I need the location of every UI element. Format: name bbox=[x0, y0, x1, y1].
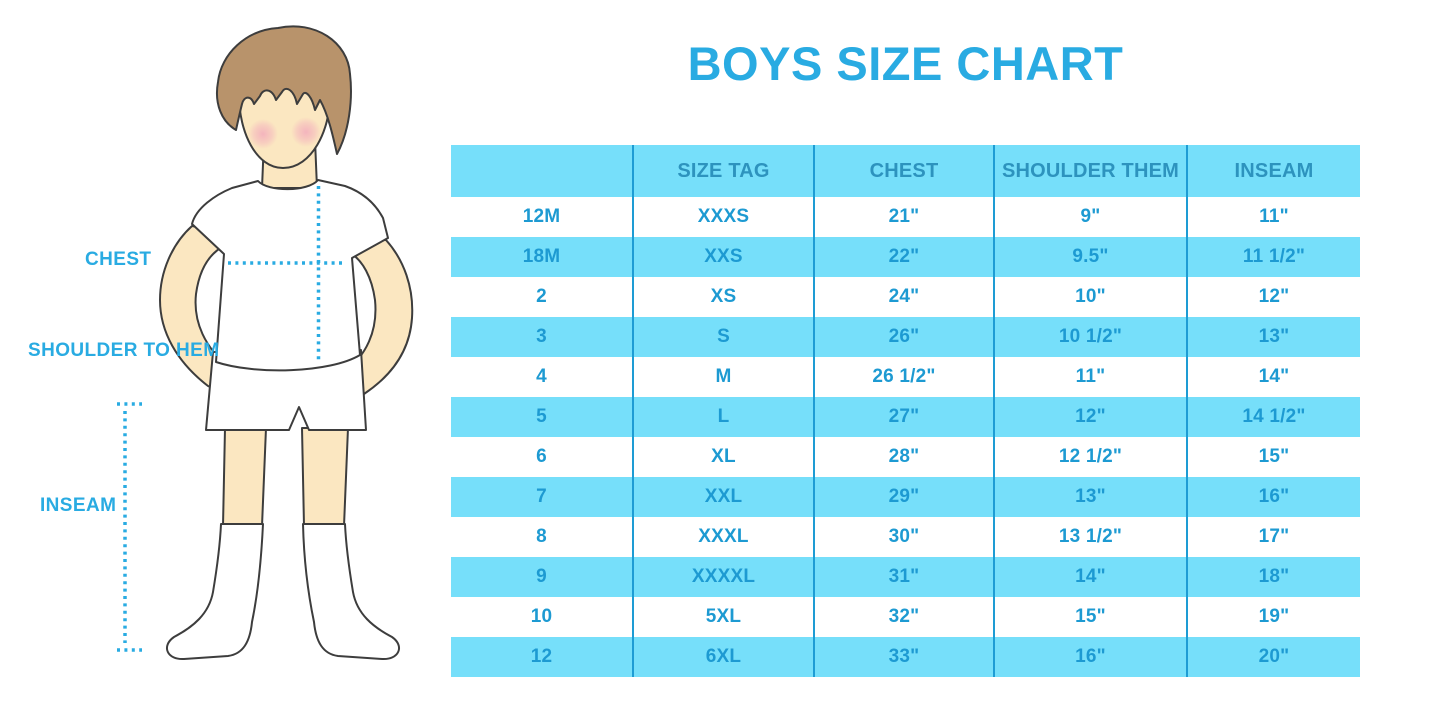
size-table: SIZE TAG CHEST SHOULDER THEM INSEAM 12M XXXS 2… bbox=[451, 145, 1360, 677]
chest-label: CHEST bbox=[85, 249, 152, 270]
size-table-cell: 12 1/2" bbox=[993, 437, 1186, 477]
size-table-cell: L bbox=[632, 397, 813, 437]
size-table-cell: 19" bbox=[1186, 597, 1360, 637]
boy-hair bbox=[216, 25, 352, 155]
size-table-cell: 15" bbox=[993, 597, 1186, 637]
inseam-label: INSEAM bbox=[40, 495, 117, 516]
size-table-cell: 17" bbox=[1186, 517, 1360, 557]
size-table-cell: 11" bbox=[1186, 197, 1360, 237]
size-table-cell: 22" bbox=[813, 237, 993, 277]
boy-blush-left bbox=[248, 119, 278, 149]
size-table-cell: 7 bbox=[451, 477, 632, 517]
size-table-cell: 9.5" bbox=[993, 237, 1186, 277]
size-table-cell: S bbox=[632, 317, 813, 357]
size-table-cell: 9 bbox=[451, 557, 632, 597]
boy-socks bbox=[165, 523, 401, 661]
size-table-cell: 12M bbox=[522, 206, 561, 227]
size-table-cell: XXXS bbox=[632, 197, 813, 237]
size-table-cell: 26" bbox=[813, 317, 993, 357]
size-table-cell: 21" bbox=[813, 197, 993, 237]
size-table-cell: 28" bbox=[813, 437, 993, 477]
size-table-cell: 6 bbox=[536, 446, 547, 467]
size-table-cell: XS bbox=[632, 277, 813, 317]
size-table-cell: 20" bbox=[1186, 637, 1360, 677]
size-table-cell: 2 bbox=[536, 286, 547, 307]
size-table-cell: 16" bbox=[1186, 477, 1360, 517]
size-table-cell: 10 bbox=[530, 606, 553, 627]
size-table-cell: 11" bbox=[993, 357, 1186, 397]
size-table-cell: 3 bbox=[451, 317, 632, 357]
size-table-cell: 12" bbox=[993, 397, 1186, 437]
size-table-cell: 13" bbox=[1186, 317, 1360, 357]
size-table-cell: 5 bbox=[451, 397, 632, 437]
boy-blush-right bbox=[291, 117, 321, 147]
shoulder-to-hem-label: SHOULDER TO HEM bbox=[28, 340, 220, 361]
size-table-cell: XXXL bbox=[632, 517, 813, 557]
size-table-header-cell: INSEAM bbox=[1186, 145, 1360, 197]
boy-measurement-illustration bbox=[117, 25, 414, 661]
size-table-cell: 11 1/2" bbox=[1186, 237, 1360, 277]
size-table-cell: 12" bbox=[1186, 277, 1360, 317]
size-table-cell: 13 1/2" bbox=[993, 517, 1186, 557]
size-table-cell: XXXXL bbox=[632, 557, 813, 597]
size-table-cell: 26 1/2" bbox=[813, 357, 993, 397]
size-table-cell: 24" bbox=[813, 277, 993, 317]
size-table-header-cell bbox=[451, 145, 632, 197]
size-table-cell: XL bbox=[632, 437, 813, 477]
size-table-cell: 32" bbox=[813, 597, 993, 637]
size-table-cell: 10" bbox=[993, 277, 1186, 317]
size-table-cell: 30" bbox=[813, 517, 993, 557]
page-title: BOYS SIZE CHART bbox=[687, 37, 1124, 90]
size-table-header-cell: CHEST bbox=[813, 145, 993, 197]
size-table-cell: 14 1/2" bbox=[1186, 397, 1360, 437]
size-table-cell: 12 bbox=[451, 637, 632, 677]
size-table-cell: 18" bbox=[1186, 557, 1360, 597]
size-table-cell: 5XL bbox=[632, 597, 813, 637]
boy-shirt bbox=[191, 179, 389, 372]
size-table-cell: 18M bbox=[451, 237, 632, 277]
size-table-cell: 8 bbox=[536, 526, 547, 547]
size-table-cell: 16" bbox=[993, 637, 1186, 677]
size-table-cell: 14" bbox=[1186, 357, 1360, 397]
size-table-cell: 14" bbox=[993, 557, 1186, 597]
size-table-cell: 13" bbox=[993, 477, 1186, 517]
size-table-cell: 15" bbox=[1186, 437, 1360, 477]
size-table-cell: 29" bbox=[813, 477, 993, 517]
size-table-cell: 10 1/2" bbox=[993, 317, 1186, 357]
size-table-cell: 9" bbox=[993, 197, 1186, 237]
size-table-cell: 31" bbox=[813, 557, 993, 597]
size-table-cell: XXS bbox=[632, 237, 813, 277]
size-table-header-cell: SIZE TAG bbox=[632, 145, 813, 197]
boy-legs bbox=[222, 427, 349, 527]
boy-shorts bbox=[205, 349, 367, 431]
size-table-cell: XXL bbox=[632, 477, 813, 517]
size-table-cell: 4 bbox=[536, 366, 547, 387]
size-table-cell: 33" bbox=[813, 637, 993, 677]
size-table-cell: 27" bbox=[813, 397, 993, 437]
inseam-measure-line bbox=[117, 402, 142, 652]
size-table-header-cell: SHOULDER THEM bbox=[993, 145, 1186, 197]
size-table-cell: 6XL bbox=[632, 637, 813, 677]
size-table-cell: M bbox=[632, 357, 813, 397]
